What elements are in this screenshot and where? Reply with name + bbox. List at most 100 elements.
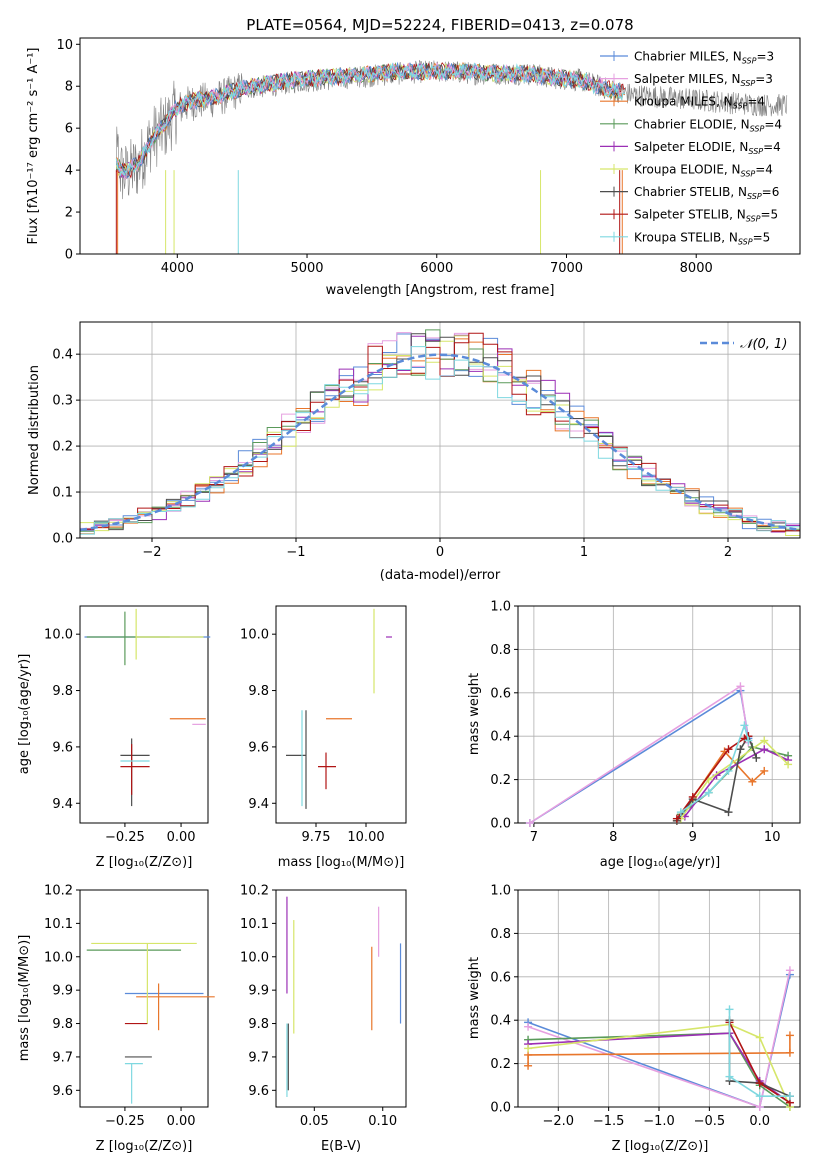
- p8-series-line: [527, 1035, 791, 1066]
- mass-weight-vs-age-panel: 7 8 9 10 0.0 0.2 0.4 0.6 0.8 1.0: [490, 600, 801, 845]
- p5-xtick-label: 9: [689, 830, 697, 845]
- p7-ytick-label: 10.1: [240, 917, 269, 932]
- spectrum-ylabel: Flux [fλ10⁻¹⁷ erg cm⁻² s⁻¹ A⁻¹]: [26, 48, 41, 245]
- p7-frame: [275, 889, 407, 1108]
- age-vs-mass-panel: 9.75 10.00 9.4 9.6 9.8 10.0: [240, 605, 407, 845]
- p5-ytick-label: 0.2: [490, 773, 511, 788]
- p5-ytick-label: 1.0: [490, 600, 511, 615]
- p5-series-line: [684, 748, 789, 817]
- p6-ytick-label: 9.9: [52, 984, 73, 999]
- spectrum-ytick-label: 8: [65, 80, 73, 95]
- p7-xtick-label: 0.10: [368, 1114, 397, 1129]
- p3-xtick-label: −0.25: [105, 830, 145, 845]
- spectrum-xtick-label: 7000: [550, 261, 583, 276]
- p6-frame: [79, 889, 209, 1108]
- model-spectrum-c6: [115, 62, 621, 177]
- p5-xtick-label: 8: [609, 830, 617, 845]
- p6-ytick-label: 10.0: [44, 950, 73, 965]
- p6-ytick-label: 9.7: [52, 1050, 73, 1065]
- p8-ytick-label: 0.2: [490, 1057, 511, 1072]
- p4-xtick-label: 10.00: [347, 830, 384, 845]
- p4-xlabel: mass [log₁₀(M/M⊙)]: [278, 855, 405, 870]
- legend-label: Salpeter MILES, NSSP=3: [634, 72, 773, 88]
- age-vs-metallicity-panel: −0.25 0.00 9.4 9.6 9.8 10.0: [44, 605, 211, 845]
- p7-ytick-label: 10.0: [240, 950, 269, 965]
- p6-xtick-label: 0.00: [167, 1114, 196, 1129]
- p3-ytick-label: 9.8: [52, 684, 73, 699]
- residuals-xtick-label: −1: [286, 545, 305, 560]
- spectrum-legend: Chabrier MILES, NSSP=3 Salpeter MILES, NS…: [600, 50, 782, 246]
- p3-xlabel: Z [log₁₀(Z/Z⊙)]: [96, 855, 193, 870]
- p5-series-line: [676, 734, 758, 822]
- legend-label: Kroupa MILES, NSSP=4: [634, 95, 765, 111]
- p5-xlabel: age [log₁₀(age/yr)]: [600, 855, 721, 870]
- p8-xtick-label: −2.0: [542, 1114, 574, 1129]
- legend-label: Chabrier ELODIE, NSSP=4: [634, 117, 782, 133]
- p7-ytick-label: 9.8: [248, 1017, 269, 1032]
- p6-xtick-label: −0.25: [105, 1114, 145, 1129]
- p3-ylabel: age [log₁₀(age/yr)]: [17, 654, 32, 775]
- spectrum-ytick-label: 2: [65, 206, 73, 221]
- p4-xtick-label: 9.75: [302, 830, 331, 845]
- p3-ytick-label: 10.0: [44, 628, 73, 643]
- p7-ytick-label: 10.2: [240, 884, 269, 899]
- p3-xtick-label: 0.00: [167, 830, 196, 845]
- legend-label: Kroupa STELIB, NSSP=5: [634, 230, 770, 246]
- p6-ylabel: mass [log₁₀(M/M⊙)]: [17, 935, 32, 1062]
- p8-ytick-label: 0.0: [490, 1101, 511, 1116]
- p8-series-line: [728, 1009, 790, 1097]
- p8-ytick-label: 0.4: [490, 1014, 511, 1029]
- spectrum-ytick-label: 4: [65, 164, 73, 179]
- p8-frame: [517, 889, 801, 1108]
- p8-series-line: [528, 1023, 791, 1108]
- spectrum-ytick-label: 6: [65, 122, 73, 137]
- p8-ytick-label: 0.6: [490, 970, 511, 985]
- residuals-ytick-label: 0.4: [52, 348, 73, 363]
- residuals-xtick-label: −2: [142, 545, 161, 560]
- residuals-ylabel: Normed distribution: [27, 365, 42, 495]
- p6-ytick-label: 9.8: [52, 1017, 73, 1032]
- spectrum-xtick-label: 6000: [420, 261, 453, 276]
- legend-label: Salpeter STELIB, NSSP=5: [634, 208, 778, 224]
- p8-ytick-label: 0.8: [490, 927, 511, 942]
- p8-xtick-label: −1.0: [643, 1114, 675, 1129]
- model-spectrum-c9: [115, 62, 626, 177]
- p6-ytick-label: 10.1: [44, 917, 73, 932]
- p7-xlabel: E(B-V): [321, 1139, 361, 1154]
- residuals-ytick-label: 0.2: [52, 440, 73, 455]
- p4-ytick-label: 9.8: [248, 684, 269, 699]
- p8-ylabel: mass weight: [467, 957, 482, 1039]
- p8-xtick-label: −1.5: [593, 1114, 625, 1129]
- p7-ytick-label: 9.7: [248, 1050, 269, 1065]
- p5-ytick-label: 0.0: [490, 817, 511, 832]
- spectrum-ytick-label: 0: [65, 248, 73, 263]
- residuals-ytick-label: 0.3: [52, 394, 73, 409]
- residuals-xtick-label: 0: [436, 545, 444, 560]
- p5-xtick-label: 7: [530, 830, 538, 845]
- p4-frame: [275, 605, 407, 824]
- residuals-xlabel: (data-model)/error: [380, 568, 501, 583]
- spectrum-xtick-label: 5000: [290, 261, 323, 276]
- p5-frame: [517, 605, 801, 824]
- residuals-legend-label: 𝒩(0, 1): [740, 337, 787, 352]
- spectrum-title: PLATE=0564, MJD=52224, FIBERID=0413, z=0…: [246, 16, 633, 34]
- spectrum-ytick-label: 10: [56, 38, 73, 53]
- p8-series-line: [528, 1032, 791, 1104]
- p5-ytick-label: 0.8: [490, 643, 511, 658]
- legend-label: Chabrier STELIB, NSSP=6: [634, 185, 779, 201]
- p8-xtick-label: 0.0: [749, 1114, 770, 1129]
- p5-ytick-label: 0.4: [490, 730, 511, 745]
- spectrum-xtick-label: 4000: [161, 261, 194, 276]
- p8-xtick-label: −0.5: [694, 1114, 726, 1129]
- p6-ytick-label: 10.2: [44, 884, 73, 899]
- p7-xtick-label: 0.05: [300, 1114, 329, 1129]
- p3-ytick-label: 9.4: [52, 797, 73, 812]
- mass-vs-extinction-panel: 0.05 0.10 9.6 9.7 9.8 9.9 10.0 10.1 10.2: [240, 884, 407, 1129]
- p7-ytick-label: 9.6: [248, 1084, 269, 1099]
- p6-xlabel: Z [log₁₀(Z/Z⊙)]: [96, 1139, 193, 1154]
- p3-ytick-label: 9.6: [52, 740, 73, 755]
- p8-xlabel: Z [log₁₀(Z/Z⊙)]: [612, 1139, 709, 1154]
- residuals-ytick-label: 0.0: [52, 532, 73, 547]
- legend-label: Salpeter ELODIE, NSSP=4: [634, 140, 781, 156]
